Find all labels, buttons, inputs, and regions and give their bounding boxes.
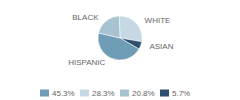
svg-text:45.3%: 45.3% <box>52 89 75 98</box>
svg-text:28.3%: 28.3% <box>92 89 115 98</box>
svg-text:WHITE: WHITE <box>145 16 171 25</box>
svg-text:5.7%: 5.7% <box>172 89 190 98</box>
svg-text:HISPANIC: HISPANIC <box>68 58 105 67</box>
svg-text:20.8%: 20.8% <box>132 89 155 98</box>
svg-text:BLACK: BLACK <box>72 13 99 22</box>
svg-text:ASIAN: ASIAN <box>149 42 173 51</box>
